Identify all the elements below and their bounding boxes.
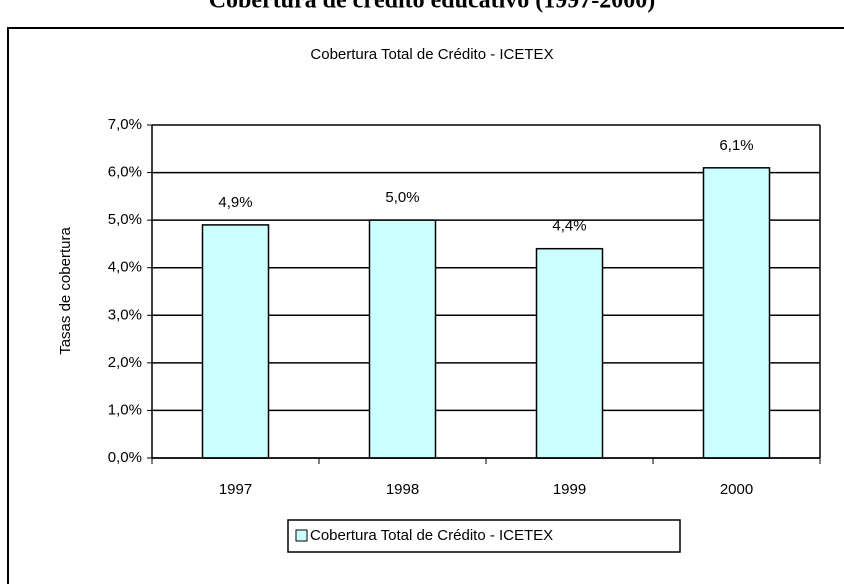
- data-label: 4,9%: [218, 194, 252, 211]
- bar: [702, 167, 771, 459]
- data-label: 6,1%: [719, 137, 753, 154]
- x-tick-label: 1999: [553, 481, 586, 498]
- bar: [368, 219, 437, 459]
- legend-swatch: [295, 529, 308, 542]
- x-tick-label: 1998: [386, 481, 419, 498]
- y-tick-label: 3,0%: [108, 306, 142, 323]
- x-tick-label: 1997: [219, 481, 252, 498]
- bar: [535, 247, 604, 459]
- legend-label: Cobertura Total de Crédito - ICETEX: [310, 527, 553, 544]
- y-tick-label: 7,0%: [108, 116, 142, 133]
- legend-box: [287, 519, 681, 553]
- y-axis-label: Tasas de cobertura: [57, 227, 74, 355]
- y-tick-label: 4,0%: [108, 259, 142, 276]
- y-tick-label: 2,0%: [108, 354, 142, 371]
- data-label: 5,0%: [385, 189, 419, 206]
- x-tick-label: 2000: [720, 481, 753, 498]
- bar: [201, 224, 270, 459]
- y-tick-label: 5,0%: [108, 211, 142, 228]
- y-tick-label: 0,0%: [108, 449, 142, 466]
- y-tick-label: 6,0%: [108, 164, 142, 181]
- data-label: 4,4%: [552, 218, 586, 235]
- page-heading: Cobertura de crédito educativo (1997-200…: [209, 0, 656, 14]
- chart-title: Cobertura Total de Crédito - ICETEX: [310, 46, 553, 63]
- y-tick-label: 1,0%: [108, 401, 142, 418]
